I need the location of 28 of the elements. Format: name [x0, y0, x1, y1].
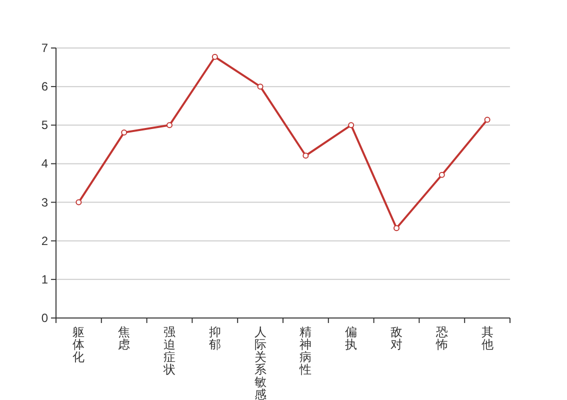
x-tick-label: 人际关系敏感: [254, 325, 266, 400]
x-tick-label: 偏执: [345, 325, 358, 352]
x-tick-label: 精神病性: [298, 325, 312, 376]
point: [121, 129, 128, 136]
x-tick-label: 敌对: [390, 325, 402, 352]
point: [166, 122, 172, 128]
y-tick-label: 6: [41, 80, 48, 94]
point: [484, 116, 490, 123]
x-tick-label: 焦虑: [118, 325, 130, 352]
y-tick-label: 2: [41, 234, 48, 248]
x-tick-label: 其他: [481, 325, 494, 352]
point: [76, 199, 82, 206]
x-tick-label: 抑郁: [208, 325, 221, 352]
x-tick-label: 躯体化: [72, 325, 85, 364]
y-tick-label: 5: [41, 118, 48, 132]
x-tick-label: 恐怖: [434, 325, 448, 352]
y-tick-label: 7: [41, 41, 48, 55]
point: [302, 152, 309, 159]
y-tick-label: 0: [41, 311, 48, 325]
point: [438, 172, 445, 178]
point: [348, 122, 354, 128]
y-tick-label: 1: [41, 272, 48, 286]
point: [212, 54, 218, 60]
point: [257, 84, 264, 90]
y-tick-label: 3: [41, 195, 48, 210]
y-tick-label: 4: [41, 156, 48, 171]
x-tick-label: 强迫症状: [162, 325, 176, 376]
point: [394, 225, 400, 232]
